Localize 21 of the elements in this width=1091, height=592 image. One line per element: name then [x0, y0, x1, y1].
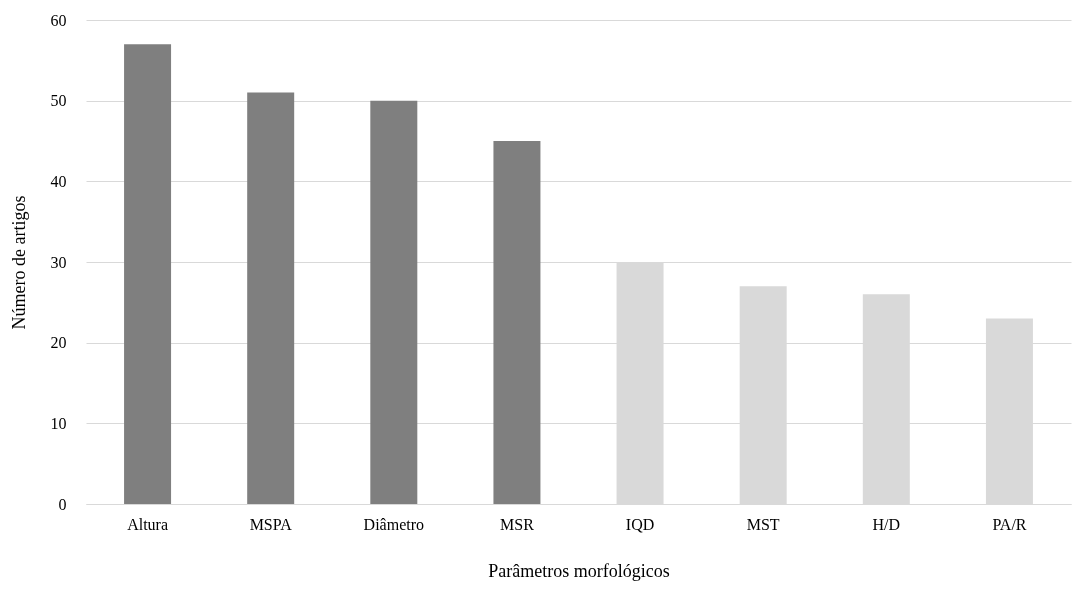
x-tick-label: MSR [500, 515, 535, 533]
x-axis-title: Parâmetros morfológicos [488, 560, 670, 581]
bar [247, 92, 295, 504]
y-tick-label: 30 [50, 253, 67, 271]
x-tick-label: Diâmetro [363, 515, 425, 533]
x-tick-label: PA/R [992, 515, 1027, 533]
x-tick-label: MSPA [249, 515, 293, 533]
x-tick-label: H/D [872, 515, 901, 533]
y-tick-label: 60 [50, 11, 67, 29]
y-tick-label: 0 [58, 495, 67, 513]
y-tick-label: 50 [50, 92, 67, 110]
x-tick-label: Altura [127, 515, 168, 533]
x-tick-label: MST [746, 515, 780, 533]
y-axis-title: Número de artigos [8, 195, 29, 330]
bar [493, 141, 541, 504]
y-tick-label: 20 [50, 334, 67, 352]
y-tick-label: 40 [50, 172, 67, 190]
x-tick-label: IQD [625, 515, 655, 533]
bar [370, 100, 418, 504]
y-tick-label: 10 [50, 414, 67, 432]
bar [124, 44, 172, 504]
